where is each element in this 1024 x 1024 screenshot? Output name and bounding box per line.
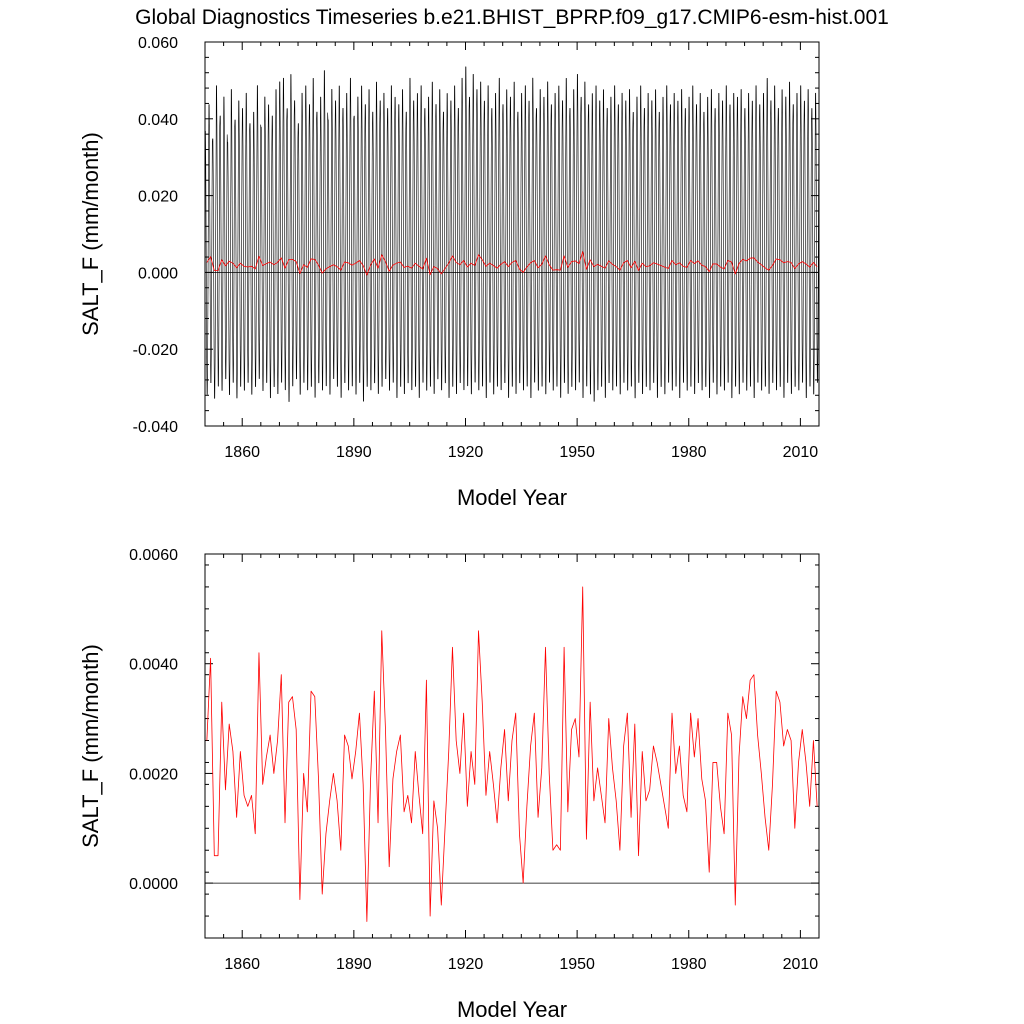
bottom-x-tick-label: 1950 [559, 956, 595, 973]
top-x-tick-label: 1950 [559, 444, 595, 461]
bottom-x-tick-label: 1890 [336, 956, 372, 973]
bottom-x-tick-label: 2010 [783, 956, 819, 973]
top-series-monthly [205, 66, 820, 402]
top-y-tick-label: 0.060 [138, 35, 178, 52]
bottom-y-tick-label: 0.0020 [129, 766, 178, 783]
top-x-tick-label: 1860 [224, 444, 260, 461]
bottom-y-axis-label: SALT_F (mm/month) [78, 644, 103, 848]
bottom-y-tick-label: 0.0040 [129, 657, 178, 674]
bottom-ticks: 1860 1890 1920 1950 1980 2010 0.0000 0.0020 0.00… [129, 547, 820, 973]
top-y-tick-label: 0.000 [138, 265, 178, 282]
bottom-y-tick-label: 0.0060 [129, 547, 178, 564]
bottom-series-annual_mean [206, 586, 818, 922]
top-ticks: 1860 1890 1920 1950 1980 2010 -0.040 -0.020 0.00… [133, 35, 820, 461]
bottom-x-tick-label: 1860 [224, 956, 260, 973]
top-x-axis-label: Model Year [457, 485, 567, 510]
top-x-tick-label: 1920 [448, 444, 484, 461]
top-y-tick-label: -0.040 [133, 419, 178, 436]
top-x-tick-label: 2010 [783, 444, 819, 461]
bottom-x-tick-label: 1920 [448, 956, 484, 973]
top-x-tick-label: 1890 [336, 444, 372, 461]
bottom-x-tick-label: 1980 [671, 956, 707, 973]
top-y-tick-label: 0.020 [138, 189, 178, 206]
figure-title: Global Diagnostics Timeseries b.e21.BHIS… [135, 6, 889, 29]
top-panel: 1860 1890 1920 1950 1980 2010 -0.040 -0.020 0.00… [78, 35, 820, 510]
bottom-series [205, 586, 819, 922]
top-x-tick-label: 1980 [671, 444, 707, 461]
bottom-y-tick-label: 0.0000 [129, 876, 178, 893]
bottom-x-axis-label: Model Year [457, 997, 567, 1022]
bottom-plot-frame [204, 553, 820, 939]
top-y-axis-label: SALT_F (mm/month) [78, 132, 103, 336]
bottom-panel: 1860 1890 1920 1950 1980 2010 0.0000 0.0020 0.00… [78, 547, 820, 1022]
top-series-annual_mean [206, 251, 818, 276]
top-y-tick-label: -0.020 [133, 342, 178, 359]
top-plot-frame [204, 41, 820, 427]
top-y-tick-label: 0.040 [138, 112, 178, 129]
top-series [205, 66, 820, 402]
